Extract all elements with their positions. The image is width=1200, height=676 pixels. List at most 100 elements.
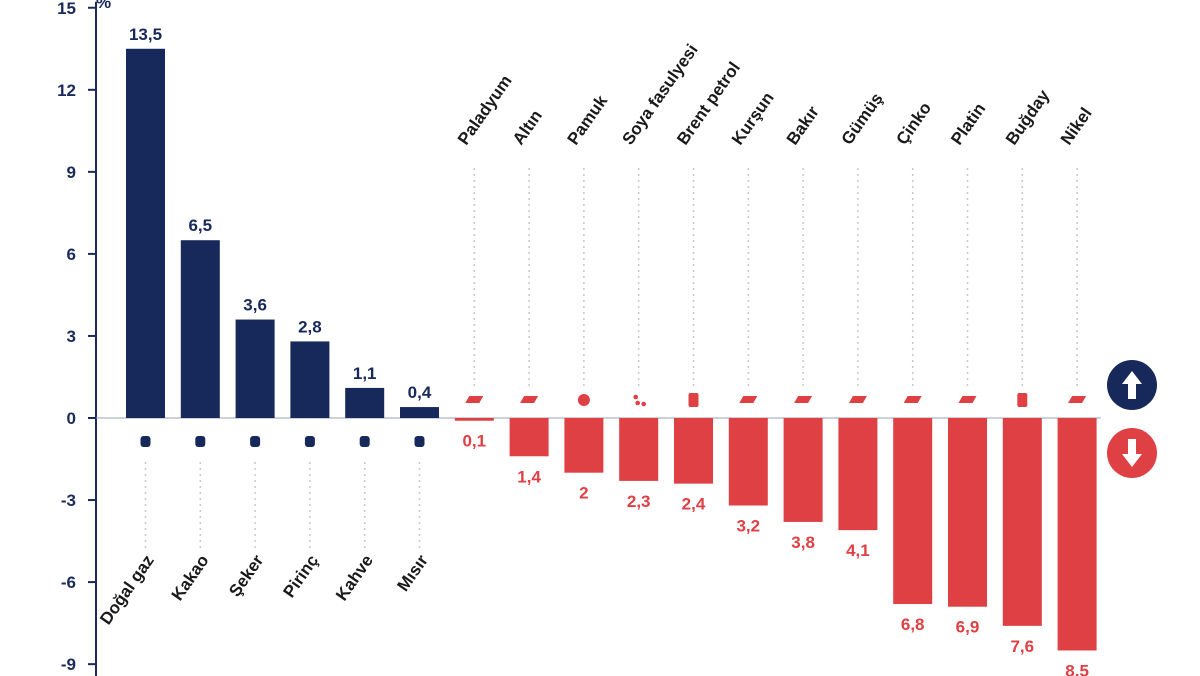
value-label: 1,4 [517, 467, 541, 486]
metal-bar-icon [794, 396, 813, 403]
category-label: Altın [509, 106, 546, 148]
cocoa-icon [195, 436, 206, 447]
category-label: Çinko [892, 99, 935, 149]
arrow-up-icon [1107, 360, 1157, 410]
legend [1107, 360, 1157, 478]
value-label: 13,5 [129, 25, 162, 44]
value-label: 3,6 [243, 296, 267, 315]
value-label: 2,3 [627, 492, 651, 511]
wheat-icon [1017, 393, 1028, 407]
category-label: Kakao [168, 551, 213, 604]
bar [126, 48, 165, 419]
category-label: Kurşun [728, 89, 778, 149]
bar [1002, 418, 1042, 626]
value-label: 3,8 [791, 533, 815, 552]
value-label: 6,8 [901, 615, 925, 634]
category-label: Mısır [393, 551, 432, 595]
metal-bar-icon [1068, 396, 1087, 403]
category-label: Gümüş [838, 89, 887, 148]
metal-bar-icon [739, 396, 758, 403]
y-tick-label: -9 [61, 655, 76, 674]
value-label: 0,4 [408, 383, 432, 402]
y-tick-label: 12 [57, 81, 76, 100]
bar [290, 341, 330, 418]
category-label: Buğday [1002, 86, 1054, 148]
metal-bar-icon [958, 396, 977, 403]
category-label: Şeker [225, 551, 267, 600]
bar [180, 240, 220, 418]
bar-group: 6,9 Platin [947, 99, 989, 636]
bar-group: 0,1 Paladyum [454, 72, 516, 451]
bar [838, 418, 878, 531]
bar-group: 3,8 Bakır [783, 102, 823, 552]
bar [783, 418, 823, 522]
y-tick-label: -6 [61, 573, 76, 592]
bar [400, 407, 439, 418]
value-label: 3,2 [736, 517, 760, 536]
oil-barrel-icon [688, 393, 699, 407]
y-tick-label: 0 [67, 409, 76, 428]
bar-group: 3,6 Şeker [225, 296, 275, 600]
value-label: 2,8 [298, 317, 322, 336]
arrow-down-icon [1107, 428, 1157, 478]
bar-group: 7,6 Buğday [1002, 86, 1054, 656]
value-label: 0,1 [462, 432, 486, 451]
bar-group: 6,5 Kakao [168, 216, 220, 604]
coffee-icon [359, 436, 370, 447]
category-label: Platin [947, 99, 989, 148]
y-axis-unit: % [96, 0, 111, 12]
bar [619, 418, 659, 481]
metal-bar-icon [465, 396, 484, 403]
value-label: 4,1 [846, 541, 870, 560]
bar-group: 6,8 Çinko [892, 99, 935, 634]
value-label: 2 [579, 484, 588, 503]
bar-group: 1,1 Kahve [332, 364, 385, 604]
value-label: 1,1 [353, 364, 377, 383]
bar-group: 8,5 Nikel [1057, 104, 1097, 676]
bar-group: 3,2 Kurşun [728, 89, 778, 536]
bar [454, 418, 494, 421]
bar-group: 4,1 Gümüş [838, 89, 887, 560]
category-label: Doğal gaz [96, 551, 158, 628]
bar [345, 387, 385, 418]
rice-icon [304, 436, 315, 447]
category-label: Paladyum [454, 72, 516, 149]
bar [728, 418, 768, 506]
category-label: Bakır [783, 102, 823, 148]
bar-group: 0,4 Mısır [393, 383, 439, 595]
bar-group: 2 Pamuk [564, 91, 612, 502]
bar [1057, 418, 1097, 651]
category-label: Pirinç [280, 551, 323, 601]
cotton-icon [577, 394, 590, 406]
value-label: 6,9 [956, 618, 980, 637]
bar [564, 418, 604, 473]
value-label: 6,5 [188, 216, 212, 235]
bar-group: 13,5 Doğal gaz [96, 25, 165, 628]
metal-bar-icon [848, 396, 867, 403]
category-label: Nikel [1057, 104, 1096, 148]
y-tick-label: 9 [67, 163, 76, 182]
bar [893, 418, 933, 604]
corn-icon [414, 436, 425, 447]
value-label: 2,4 [682, 495, 706, 514]
bar-group: 2,8 Pirinç [280, 317, 330, 601]
value-label: 8,5 [1065, 661, 1089, 676]
y-tick-label: 6 [67, 245, 76, 264]
y-tick-label: 15 [57, 0, 76, 18]
y-tick-label: -3 [61, 491, 76, 510]
value-label: 7,6 [1010, 637, 1034, 656]
soybean-icon [633, 394, 646, 407]
category-label: Pamuk [564, 91, 612, 148]
metal-bar-icon [520, 396, 539, 403]
metal-bar-icon [903, 396, 922, 403]
bar-group: 1,4 Altın [509, 106, 549, 486]
bar [948, 418, 987, 607]
flame-icon [140, 436, 151, 447]
sugar-icon [250, 436, 261, 447]
bar [235, 319, 275, 418]
bar [674, 418, 713, 484]
category-label: Kahve [332, 551, 377, 604]
bar [509, 418, 549, 457]
